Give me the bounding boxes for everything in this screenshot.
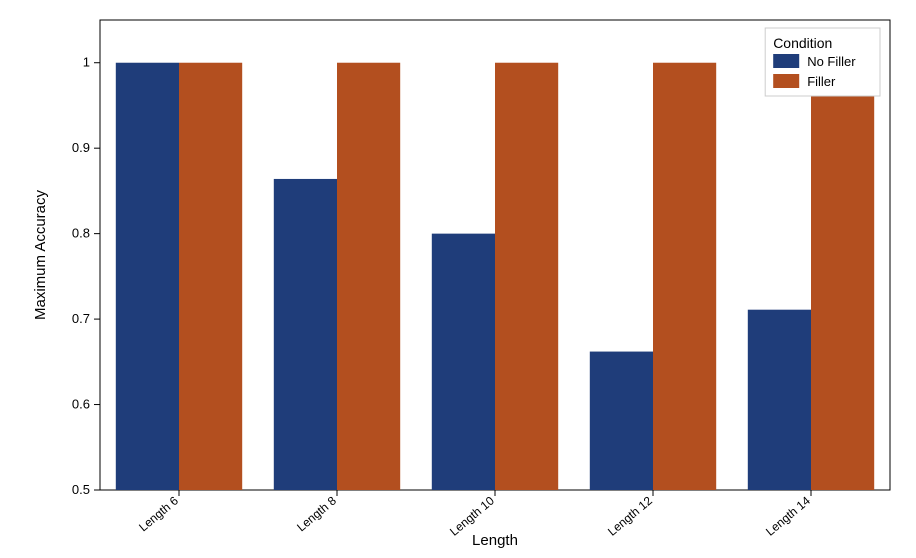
legend-label: No Filler [807, 54, 856, 69]
legend-label: Filler [807, 74, 836, 89]
bar-filler [179, 63, 242, 490]
legend-swatch [773, 54, 799, 68]
bar-no-filler [116, 63, 179, 490]
legend-swatch [773, 74, 799, 88]
ytick-label: 0.8 [72, 226, 90, 241]
bar-no-filler [274, 179, 337, 490]
legend-title: Condition [773, 35, 832, 51]
bar-no-filler [590, 352, 653, 490]
bar-filler [495, 63, 558, 490]
ytick-label: 1 [83, 55, 90, 70]
bar-filler [811, 63, 874, 490]
chart-container: 0.50.60.70.80.91Maximum AccuracyLength 6… [0, 0, 916, 558]
ytick-label: 0.6 [72, 397, 90, 412]
bar-no-filler [432, 234, 495, 490]
bar-filler [337, 63, 400, 490]
x-axis-label: Length [472, 532, 518, 549]
bar-filler [653, 63, 716, 490]
ytick-label: 0.9 [72, 140, 90, 155]
bar-no-filler [748, 310, 811, 490]
y-axis-label: Maximum Accuracy [32, 189, 49, 320]
ytick-label: 0.7 [72, 311, 90, 326]
grouped-bar-chart: 0.50.60.70.80.91Maximum AccuracyLength 6… [0, 0, 916, 558]
ytick-label: 0.5 [72, 482, 90, 497]
